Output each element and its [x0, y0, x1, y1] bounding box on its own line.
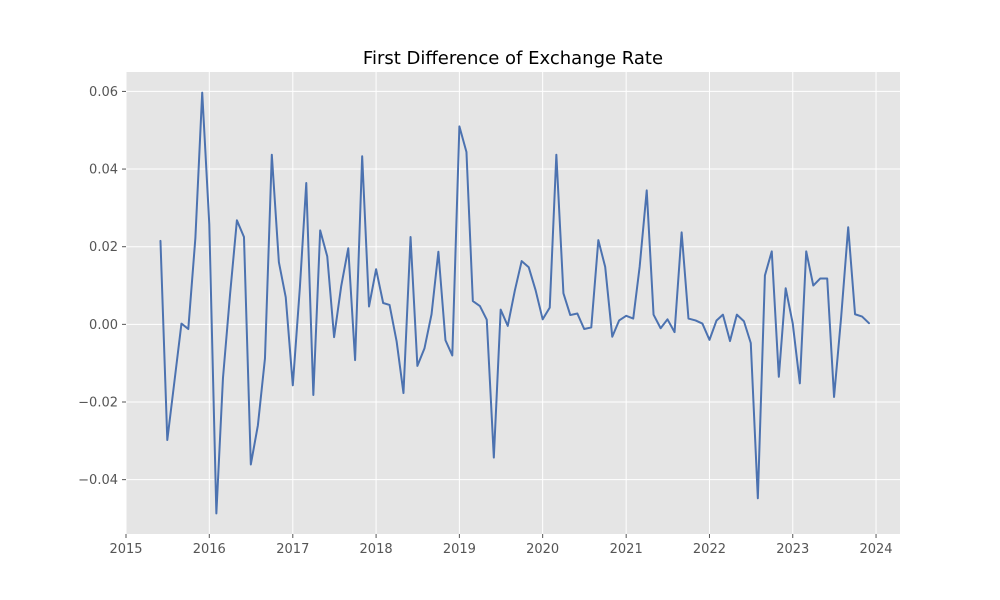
grid-lines: [125, 72, 900, 534]
y-axis: −0.04 −0.02 0.00 0.02 0.04 0.06: [78, 85, 126, 488]
series-layer: [159, 91, 870, 515]
x-tick-label: 2021: [610, 542, 643, 557]
chart-title: First Difference of Exchange Rate: [363, 48, 663, 69]
y-tick-label: 0.02: [89, 240, 118, 255]
x-tick-label: 2022: [693, 542, 726, 557]
x-tick-label: 2020: [526, 542, 559, 557]
y-tick-label: −0.04: [78, 473, 118, 488]
x-tick-label: 2018: [360, 542, 393, 557]
y-tick-label: 0.00: [89, 318, 118, 333]
x-tick-label: 2024: [859, 542, 892, 557]
x-tick-label: 2019: [443, 542, 476, 557]
x-tick-label: 2016: [193, 542, 226, 557]
y-tick-label: 0.04: [89, 163, 118, 178]
x-tick-label: 2023: [776, 542, 809, 557]
y-tick-label: −0.02: [78, 396, 118, 411]
x-tick-label: 2017: [276, 542, 309, 557]
y-tick-label: 0.06: [89, 85, 118, 100]
x-axis: 2015 2016 2017 2018 2019 2020 2021 2022 2023 2024: [109, 534, 893, 557]
x-tick-label: 2015: [109, 542, 142, 557]
series-line: [159, 91, 870, 515]
